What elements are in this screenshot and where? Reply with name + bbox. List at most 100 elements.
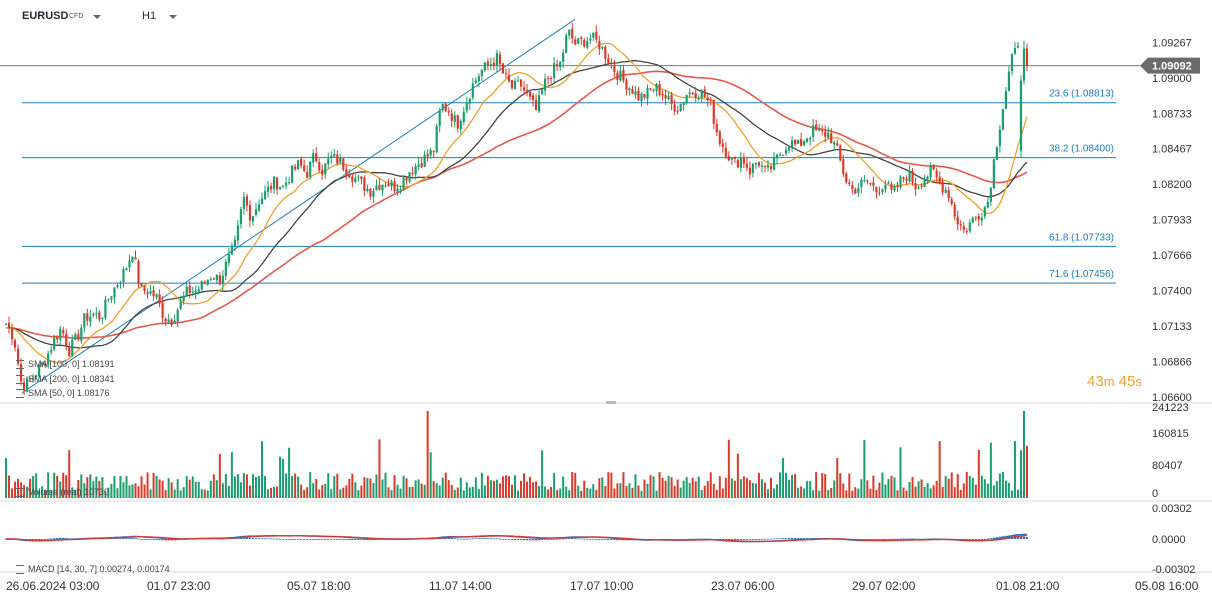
macd-bar <box>992 537 996 539</box>
volume-bar <box>751 483 754 498</box>
candle <box>595 31 598 40</box>
volume-bar <box>535 481 538 498</box>
candle <box>932 164 935 170</box>
candle <box>38 364 41 377</box>
volume-bar <box>568 490 571 498</box>
legend-sma50[interactable]: SMA [50, 0] 1.08176 <box>16 388 110 399</box>
volume-bar <box>992 485 995 498</box>
volume-bar <box>402 475 405 498</box>
macd-bar <box>161 539 164 541</box>
candle <box>215 274 218 281</box>
candle <box>800 139 803 146</box>
candle <box>116 285 119 288</box>
volume-bar <box>279 456 282 498</box>
volume-bar <box>661 477 664 498</box>
volume-bar <box>658 472 661 498</box>
time-axis-label: 05.08 16:00 <box>1135 579 1199 593</box>
candle <box>938 176 941 184</box>
volume-bar <box>122 482 125 498</box>
candle <box>676 110 679 112</box>
volume-bar <box>980 475 983 498</box>
volume-bar <box>315 479 318 498</box>
legend-sma100[interactable]: SMA [100, 0] 1.08191 <box>16 359 115 370</box>
volume-bar <box>32 475 35 498</box>
candle <box>965 230 968 232</box>
legend-volume[interactable]: Volume (real) 10730 <box>16 487 109 498</box>
timeframe-dropdown-icon[interactable] <box>169 15 177 19</box>
legend-macd[interactable]: MACD [14, 30, 7] 0.00274, 0.00174 <box>16 564 170 575</box>
candle <box>4 323 8 325</box>
macd-bar <box>549 539 553 540</box>
candle <box>610 62 613 64</box>
volume-bar <box>998 473 1001 498</box>
volume-bar <box>420 483 423 498</box>
timeframe-label[interactable]: H1 <box>142 10 157 22</box>
volume-bar <box>288 447 291 498</box>
macd-bar <box>694 538 697 540</box>
volume-bar <box>77 480 80 498</box>
volume-bar <box>842 483 845 498</box>
candle <box>327 158 330 165</box>
macd-bar <box>128 537 131 539</box>
candle <box>101 318 104 320</box>
candle <box>941 181 944 193</box>
macd-bar <box>592 538 595 540</box>
countdown-seconds: 45 <box>1118 373 1136 390</box>
candle <box>330 155 333 158</box>
candle <box>137 260 140 284</box>
macd-bar <box>149 539 152 540</box>
symbol-dropdown-icon[interactable] <box>93 15 101 19</box>
candle <box>342 158 345 170</box>
volume-bar <box>983 479 986 498</box>
macd-bar <box>468 538 472 540</box>
candle <box>275 177 279 190</box>
candle <box>411 172 414 174</box>
candle <box>857 187 860 193</box>
time-axis-label: 05.07 18:00 <box>287 579 351 593</box>
price-tick-label: 1.08200 <box>1152 179 1192 191</box>
candle <box>146 292 149 295</box>
candle <box>848 182 851 185</box>
candle <box>586 41 589 48</box>
volume-bar <box>354 482 357 498</box>
volume-bar <box>733 480 736 498</box>
panel-resize-handle[interactable] <box>606 401 616 404</box>
macd-bar <box>881 539 884 540</box>
macd-bar <box>284 539 288 540</box>
candle <box>661 94 664 96</box>
candle <box>568 29 571 36</box>
macd-bar <box>513 539 517 540</box>
symbol-label[interactable]: EURUSD <box>22 10 69 22</box>
volume-bar <box>887 478 890 498</box>
macd-bar <box>324 539 327 540</box>
volume-bar <box>254 477 257 498</box>
macd-bar <box>312 539 315 540</box>
macd-bar <box>697 538 700 540</box>
candle <box>727 156 730 161</box>
candle <box>836 143 839 146</box>
volume-bar <box>167 478 170 498</box>
settings-icon[interactable] <box>16 565 24 575</box>
volume-bar <box>613 488 616 498</box>
legend-sma200[interactable]: SMA [200, 0] 1.08341 <box>16 374 115 385</box>
volume-bar <box>971 477 974 498</box>
settings-icon[interactable] <box>16 389 24 399</box>
settings-icon[interactable] <box>16 360 24 370</box>
candle <box>170 319 173 326</box>
macd-bar <box>691 538 694 540</box>
macd-bar <box>321 539 324 540</box>
volume-bar <box>697 476 700 498</box>
candle <box>35 375 38 377</box>
settings-icon[interactable] <box>16 375 24 385</box>
macd-bar <box>315 539 318 540</box>
candle <box>113 287 116 298</box>
settings-icon[interactable] <box>16 488 24 498</box>
volume-bar <box>905 490 908 498</box>
volume-bar <box>221 483 224 498</box>
volume-bar <box>610 472 613 498</box>
volume-bar <box>245 474 248 498</box>
volume-bar <box>324 483 327 498</box>
candle <box>781 154 785 156</box>
macd-bar <box>372 539 375 541</box>
